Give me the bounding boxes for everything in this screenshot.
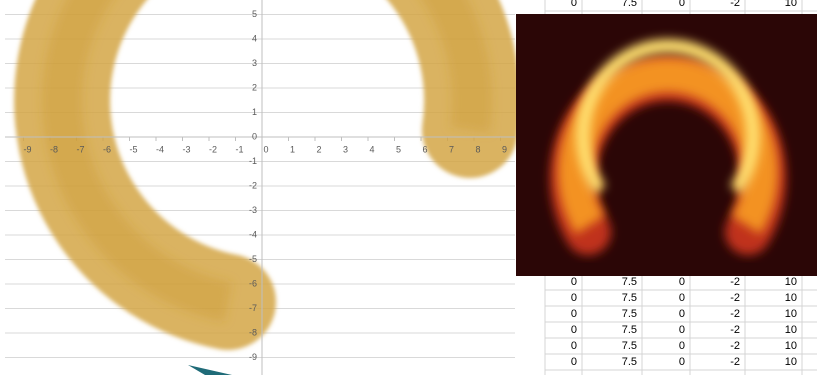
y-tick-label: 0 (252, 131, 257, 141)
y-tick-label: -7 (249, 303, 257, 313)
cell: 0 (679, 340, 685, 352)
y-tick-label: 5 (252, 9, 257, 19)
cell: 10 (785, 0, 797, 9)
cell: 10 (785, 308, 797, 320)
x-tick-label: -5 (129, 144, 137, 154)
cell: -2 (730, 340, 740, 352)
x-tick-label: 7 (449, 144, 454, 154)
cell: 0 (571, 324, 577, 336)
y-tick-label: -6 (249, 278, 257, 288)
y-tick-label: 2 (252, 82, 257, 92)
x-tick-label: 6 (422, 144, 427, 154)
cell: -2 (730, 292, 740, 304)
cell: 7.5 (622, 356, 637, 368)
x-tick-label: 8 (475, 144, 480, 154)
cell: -2 (730, 356, 740, 368)
cell: 7.5 (622, 340, 637, 352)
cell: 0 (679, 324, 685, 336)
x-tick-label: 2 (316, 144, 321, 154)
cell: 7.5 (622, 324, 637, 336)
y-tick-label: -9 (249, 352, 257, 362)
y-tick-label: 3 (252, 58, 257, 68)
x-tick-label: -1 (235, 144, 243, 154)
cell: 0 (679, 292, 685, 304)
cell: -2 (730, 324, 740, 336)
y-tick-label: 1 (252, 107, 257, 117)
cell: 0 (571, 308, 577, 320)
y-tick-label: -8 (249, 327, 257, 337)
cell: 0 (571, 292, 577, 304)
y-tick-label: -5 (249, 254, 257, 264)
cell: 10 (785, 292, 797, 304)
cell: 0 (571, 356, 577, 368)
y-tick-label: -3 (249, 205, 257, 215)
y-tick-label: -2 (249, 180, 257, 190)
x-tick-label: 0 (263, 144, 268, 154)
cell: 10 (785, 356, 797, 368)
cell: 0 (571, 276, 577, 288)
cell: 10 (785, 276, 797, 288)
y-tick-label: -4 (249, 229, 257, 239)
cell: 0 (679, 0, 685, 9)
screen: 543210-1-2-3-4-5-6-7-8-9-9-8-7-6-5-4-3-2… (0, 0, 817, 375)
y-tick-label: -1 (249, 156, 257, 166)
cell: 0 (679, 308, 685, 320)
heatmap-image (516, 14, 817, 276)
x-tick-label: -6 (103, 144, 111, 154)
cell: 10 (785, 340, 797, 352)
cell: -2 (730, 308, 740, 320)
x-tick-label: -4 (156, 144, 164, 154)
cell: 7.5 (622, 276, 637, 288)
cell: 7.5 (622, 0, 637, 9)
pointer-arrow (188, 365, 232, 375)
x-tick-label: -9 (23, 144, 31, 154)
x-tick-label: 1 (290, 144, 295, 154)
x-tick-label: 9 (502, 144, 507, 154)
cell: 10 (785, 324, 797, 336)
x-tick-label: 3 (343, 144, 348, 154)
x-tick-label: -8 (50, 144, 58, 154)
cell: 0 (571, 0, 577, 9)
x-tick-label: -7 (76, 144, 84, 154)
cell: -2 (730, 0, 740, 9)
cell: -2 (730, 276, 740, 288)
x-tick-label: -2 (209, 144, 217, 154)
x-tick-label: 4 (369, 144, 374, 154)
x-tick-label: -3 (182, 144, 190, 154)
cell: 7.5 (622, 292, 637, 304)
cell: 0 (679, 276, 685, 288)
cell: 0 (571, 340, 577, 352)
cell: 7.5 (622, 308, 637, 320)
cell: 0 (679, 356, 685, 368)
x-tick-label: 5 (396, 144, 401, 154)
y-tick-label: 4 (252, 33, 257, 43)
